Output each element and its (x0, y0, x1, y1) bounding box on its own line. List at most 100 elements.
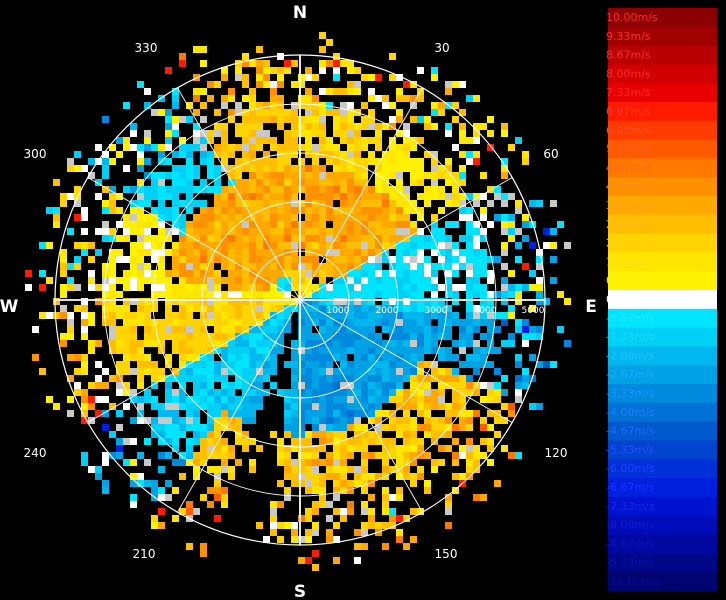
velocity-cell (242, 403, 249, 410)
velocity-cell (67, 277, 74, 284)
velocity-cell (263, 256, 270, 263)
velocity-cell (298, 165, 305, 172)
velocity-cell (319, 130, 326, 137)
velocity-cell (123, 382, 130, 389)
velocity-cell (228, 228, 235, 235)
velocity-cell (270, 522, 277, 529)
velocity-cell (368, 277, 375, 284)
velocity-cell (137, 305, 144, 312)
velocity-cell (354, 193, 361, 200)
velocity-cell (361, 382, 368, 389)
velocity-cell (221, 487, 228, 494)
velocity-cell (382, 340, 389, 347)
velocity-cell (263, 284, 270, 291)
velocity-cell (88, 396, 95, 403)
velocity-cell (235, 305, 242, 312)
velocity-cell (298, 291, 305, 298)
bearing-spoke (87, 177, 301, 301)
velocity-cell (165, 417, 172, 424)
bearing-spoke (299, 87, 423, 301)
velocity-cell (277, 172, 284, 179)
velocity-cell (270, 137, 277, 144)
velocity-cell (291, 375, 298, 382)
velocity-cell (305, 256, 312, 263)
velocity-cell (347, 389, 354, 396)
velocity-cell (249, 137, 256, 144)
colorbar-label: 8.67m/s (606, 49, 651, 62)
velocity-cell (263, 312, 270, 319)
velocity-cell (249, 305, 256, 312)
velocity-cell (277, 221, 284, 228)
velocity-cell (438, 249, 445, 256)
velocity-cell (333, 165, 340, 172)
velocity-cell (123, 312, 130, 319)
velocity-cell (550, 277, 557, 284)
colorbar-label: 2.00m/s (606, 237, 651, 250)
velocity-cell (109, 277, 116, 284)
velocity-cell (389, 242, 396, 249)
velocity-cell (137, 417, 144, 424)
velocity-cell (354, 424, 361, 431)
velocity-cell (473, 410, 480, 417)
velocity-cell (277, 228, 284, 235)
velocity-cell (326, 424, 333, 431)
velocity-cell (438, 354, 445, 361)
velocity-cell (102, 165, 109, 172)
velocity-cell (396, 466, 403, 473)
velocity-cell (382, 319, 389, 326)
velocity-cell (368, 382, 375, 389)
velocity-cell (410, 102, 417, 109)
velocity-cell (270, 95, 277, 102)
velocity-cell (158, 424, 165, 431)
velocity-cell (459, 417, 466, 424)
velocity-cell (466, 375, 473, 382)
velocity-cell (60, 249, 67, 256)
velocity-cell (221, 389, 228, 396)
velocity-cell (382, 508, 389, 515)
velocity-cell (130, 312, 137, 319)
velocity-cell (193, 95, 200, 102)
velocity-cell (116, 438, 123, 445)
velocity-cell (459, 130, 466, 137)
velocity-cell (298, 382, 305, 389)
velocity-cell (207, 396, 214, 403)
velocity-cell (137, 249, 144, 256)
velocity-cell (319, 277, 326, 284)
colorbar-label: 3.33m/s (606, 199, 651, 212)
velocity-cell (242, 193, 249, 200)
velocity-cell (130, 473, 137, 480)
velocity-cell (305, 403, 312, 410)
velocity-cell (480, 361, 487, 368)
velocity-cell (375, 200, 382, 207)
velocity-cell (214, 256, 221, 263)
velocity-cell (263, 319, 270, 326)
velocity-cell (445, 417, 452, 424)
velocity-cell (74, 200, 81, 207)
velocity-cell (144, 326, 151, 333)
velocity-cell (109, 200, 116, 207)
velocity-cell (263, 60, 270, 67)
velocity-cell (137, 242, 144, 249)
velocity-cell (256, 403, 263, 410)
velocity-cell (368, 249, 375, 256)
velocity-cell (452, 193, 459, 200)
velocity-cell (403, 326, 410, 333)
velocity-cell (256, 137, 263, 144)
velocity-cell (235, 270, 242, 277)
velocity-cell (403, 333, 410, 340)
velocity-cell (487, 410, 494, 417)
velocity-cell (410, 424, 417, 431)
velocity-cell (396, 207, 403, 214)
colorbar-swatch (608, 496, 717, 516)
velocity-cell (424, 347, 431, 354)
velocity-cell (284, 172, 291, 179)
velocity-cell (445, 179, 452, 186)
velocity-cell (263, 333, 270, 340)
velocity-cell (158, 340, 165, 347)
velocity-cell (214, 515, 221, 522)
velocity-cell (466, 340, 473, 347)
velocity-cell (417, 137, 424, 144)
colorbar-swatch (608, 572, 717, 592)
velocity-cell (158, 375, 165, 382)
velocity-cell (340, 438, 347, 445)
